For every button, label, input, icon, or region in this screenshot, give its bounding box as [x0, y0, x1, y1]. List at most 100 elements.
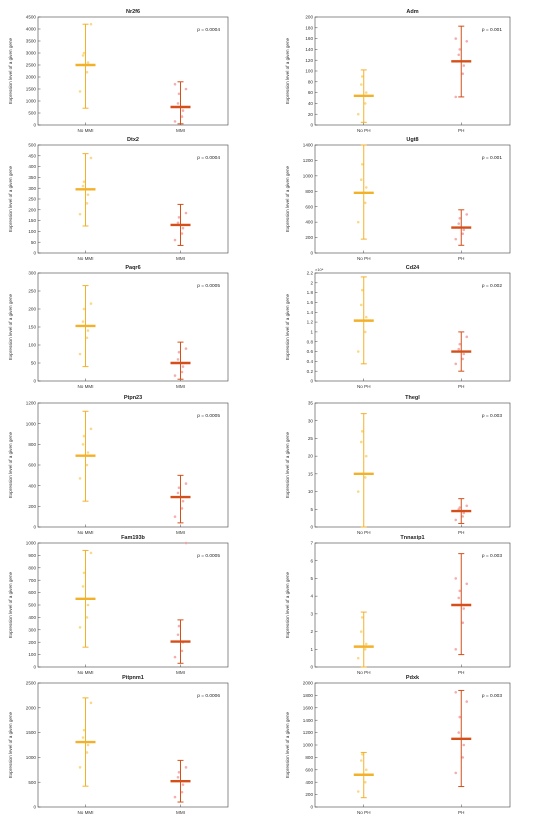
y-tick-label: 0	[310, 665, 313, 670]
data-point	[458, 715, 462, 719]
y-tick-label: 150	[28, 218, 36, 223]
x-tick-label: PH	[458, 384, 464, 389]
data-point	[86, 743, 90, 747]
p-value-label: p = 0.0004	[197, 27, 220, 33]
group-ph	[451, 25, 472, 99]
y-tick-label: 0.6	[307, 349, 314, 354]
group-ph	[451, 689, 472, 788]
y-tick-label: 600	[305, 204, 313, 209]
data-point	[454, 771, 458, 775]
x-tick-label: MMI	[176, 530, 185, 535]
data-point	[465, 700, 469, 703]
y-tick-label: 1200	[303, 158, 314, 163]
y-tick-label: 3	[310, 611, 313, 616]
y-tick-label: 700	[28, 578, 36, 583]
data-point	[356, 112, 360, 116]
y-tick-label: 1.4	[307, 310, 314, 315]
p-value-label: p = 0.002	[482, 283, 502, 289]
y-tick-label: 2500	[26, 63, 37, 68]
data-point	[177, 92, 181, 96]
y-tick-label: 2	[310, 280, 313, 285]
data-point	[173, 795, 177, 799]
data-point	[177, 624, 181, 628]
chart-title: Adm	[406, 9, 418, 15]
p-value-label: p = 0.0005	[197, 283, 220, 289]
data-point	[181, 226, 185, 230]
data-point	[356, 790, 360, 793]
data-point	[173, 655, 177, 659]
y-tick-label: 100	[28, 229, 36, 234]
data-point	[78, 477, 82, 480]
y-tick-label: 1.2	[307, 320, 314, 325]
group-no-mmi	[75, 22, 96, 109]
chart-title: Tnnaxip1	[400, 535, 424, 541]
y-tick-label: 7	[310, 541, 313, 546]
data-point	[356, 350, 360, 353]
data-point	[465, 582, 469, 586]
y-tick-label: 35	[308, 401, 314, 406]
p-value-label: p = 0.003	[482, 413, 502, 419]
group-no-mmi	[75, 285, 96, 368]
y-tick-label: 300	[28, 186, 36, 191]
x-tick-label: PH	[458, 810, 464, 815]
y-tick-label: 0	[33, 379, 36, 384]
y-tick-label: 1200	[26, 401, 37, 406]
y-tick-label: 30	[308, 418, 314, 423]
axes-frame	[37, 682, 229, 808]
data-point	[454, 95, 458, 99]
data-point	[86, 451, 90, 454]
y-tick-label: 1	[310, 647, 313, 652]
panel-dtx2: 0 50 100 150 200 250 300 350 400 450 500 No MMI MMI D…	[8, 137, 229, 261]
data-point	[86, 329, 90, 332]
p-value-label: p = 0.0004	[197, 155, 220, 161]
y-tick-label: 10	[308, 489, 314, 494]
data-point	[181, 365, 185, 368]
x-tick-label: No MMI	[77, 670, 93, 675]
data-point	[454, 37, 458, 40]
data-point	[360, 75, 364, 78]
data-point	[462, 228, 466, 232]
panel-cd24: 0 0.2 0.4 0.6 0.8 1 1.2 1.4 1.6 1.8 2 2.2×10⁴ No PH P…	[285, 265, 511, 389]
data-point	[177, 350, 181, 354]
y-tick-label: 0	[33, 665, 36, 670]
data-point	[457, 347, 461, 351]
y-tick-label: 200	[28, 207, 36, 212]
data-point	[184, 87, 188, 91]
data-point	[81, 443, 85, 446]
data-point	[180, 232, 184, 235]
p-value-label: p = 0.001	[482, 27, 502, 33]
data-point	[360, 430, 364, 433]
data-point	[173, 238, 177, 242]
data-point	[458, 342, 462, 346]
data-point	[359, 630, 363, 633]
data-point	[173, 374, 177, 377]
panel-fam193b: 0 100 200 300 400 500 600 700 800 900 1000 No MMI MM…	[8, 535, 229, 675]
group-ph	[451, 209, 472, 246]
panel-pdxk: 0 200 400 600 800 1000 1200 1400 1600 1800 2000 No …	[285, 675, 511, 815]
chart-title: Thegl	[405, 395, 420, 401]
data-point	[458, 216, 462, 220]
data-point	[82, 728, 86, 732]
y-tick-label: 2	[310, 629, 313, 634]
y-tick-label: 600	[28, 463, 36, 468]
data-point	[86, 603, 90, 607]
x-tick-label: MMI	[176, 384, 185, 389]
y-tick-label: 1.6	[307, 300, 314, 305]
axes-frame	[314, 272, 511, 382]
x-tick-label: MMI	[176, 670, 185, 675]
data-point	[82, 51, 86, 55]
data-point	[89, 427, 93, 431]
data-point	[89, 551, 93, 555]
data-point	[181, 499, 185, 503]
data-point	[462, 607, 466, 610]
y-tick-label: 800	[305, 755, 313, 760]
data-point	[457, 596, 461, 600]
y-tick-label: 180	[305, 25, 313, 30]
axes-frame	[314, 144, 511, 254]
y-tick-label: 600	[305, 767, 313, 772]
data-point	[364, 91, 368, 94]
y-tick-label: 1000	[26, 755, 37, 760]
group-no-mmi	[75, 697, 96, 787]
panel-nr2f6: 0 500 1000 1500 2000 2500 3000 3500 4000 4500 No M…	[8, 9, 229, 133]
